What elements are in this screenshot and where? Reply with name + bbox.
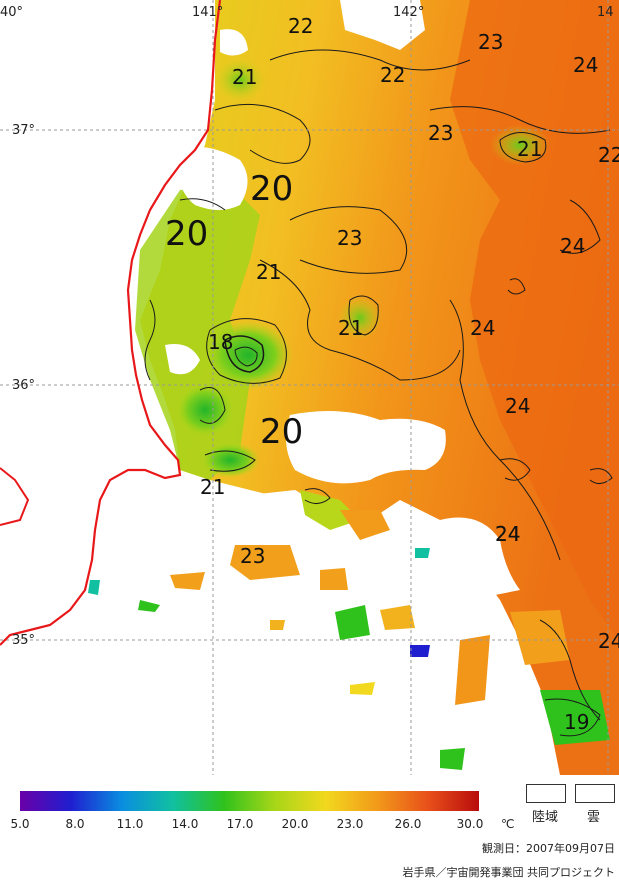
contour-label: 22 (288, 14, 313, 38)
lat-label: 35° (12, 633, 35, 648)
cold-eddy (203, 320, 293, 390)
contour-label: 22 (598, 143, 619, 167)
temperature-colorbar (20, 791, 479, 811)
contour-label: 24 (470, 316, 495, 340)
colorbar-tick-label: 17.0 (226, 817, 254, 831)
lat-label: 37° (12, 123, 35, 138)
contour-label: 21 (232, 65, 257, 89)
contour-label: 24 (560, 234, 585, 258)
land-legend-box (526, 784, 566, 803)
lon-label: 142° (393, 5, 424, 20)
colorbar-tick-label: 5.0 (10, 817, 30, 831)
contour-label: 24 (495, 522, 520, 546)
observation-date: 観測日：2007年09月07日 (482, 842, 615, 855)
contour-label: 21 (256, 260, 281, 284)
contour-label: 20 (165, 214, 208, 254)
contour-label: 21 (338, 316, 363, 340)
contour-label: 23 (478, 30, 503, 54)
contour-label: 24 (505, 394, 530, 418)
lon-label: 40° (0, 5, 23, 20)
warm-region (450, 0, 619, 640)
lon-label: 14 (597, 5, 614, 20)
colorbar-tick-label: 8.0 (65, 817, 85, 831)
colorbar-tick-label: 11.0 (116, 817, 144, 831)
contour-label: 23 (337, 226, 362, 250)
cloud-legend-box (575, 784, 615, 803)
colorbar-tick-label: 23.0 (336, 817, 364, 831)
graticule (0, 0, 619, 775)
colorbar-unit: ℃ (501, 817, 515, 831)
cloud-legend-label: 雲 (587, 810, 601, 825)
lat-label: 36° (12, 378, 35, 393)
contour-label: 19 (564, 710, 589, 734)
colorbar-tick-label: 14.0 (171, 817, 199, 831)
contour-label: 18 (208, 330, 233, 354)
cold-patch (175, 382, 235, 438)
land-legend-label: 陸域 (532, 810, 559, 825)
colorbar-tick-label: 26.0 (394, 817, 422, 831)
contour-label: 23 (240, 544, 265, 568)
sst-fragments (88, 490, 610, 770)
cool-patch (215, 58, 265, 102)
colorbar-tick-label: 30.0 (456, 817, 484, 831)
contour-label: 20 (260, 412, 303, 452)
contour-label: 20 (250, 169, 293, 209)
isotherm-contours (144, 49, 613, 737)
contour-label: 24 (573, 53, 598, 77)
contour-labels: 22 23 24 21 22 24 23 21 20 20 23 24 21 21 24 18 24 20 21 24… (165, 14, 619, 734)
contour-label: 21 (517, 137, 542, 161)
coastline-inlet (0, 467, 30, 526)
cold-patch (200, 442, 260, 478)
contour-label: 24 (598, 629, 619, 653)
colorbar-tick-label: 20.0 (281, 817, 309, 831)
contour-label: 22 (380, 63, 405, 87)
lon-label: 141° (192, 5, 223, 20)
credit-line: 岩手県／宇宙開発事業団 共同プロジェクト (402, 866, 616, 879)
contour-label: 21 (200, 475, 225, 499)
contour-label: 23 (428, 121, 453, 145)
contour-label: 24 (495, 522, 520, 546)
coastline (0, 0, 222, 646)
